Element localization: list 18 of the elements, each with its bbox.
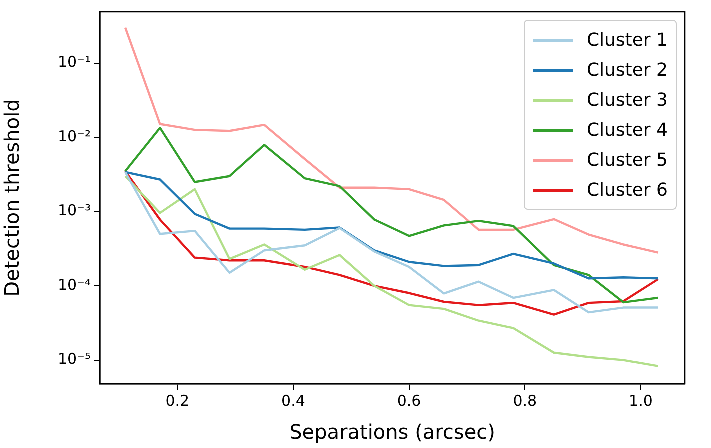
x-tick-label: 0.4 [282,392,306,410]
x-tick-label: 1.0 [629,392,653,410]
y-axis-title: Detection threshold [0,99,24,297]
x-tick-label: 0.6 [397,392,422,410]
x-tick-label: 0.2 [166,392,190,410]
legend-label: Cluster 6 [586,180,668,200]
legend-label: Cluster 5 [586,150,668,170]
legend-label: Cluster 3 [586,90,668,110]
legend-label: Cluster 1 [586,30,668,50]
y-tick-label: 10⁻² [58,127,91,146]
x-axis-title: Separations (arcsec) [290,420,496,444]
legend-label: Cluster 4 [586,120,668,140]
y-tick-label: 10⁻¹ [58,53,91,72]
y-tick-label: 10⁻³ [58,202,91,220]
y-tick-label: 10⁻⁴ [58,276,91,294]
y-tick-label: 10⁻⁵ [58,350,91,368]
legend-label: Cluster 2 [586,60,668,80]
x-tick-label: 0.8 [513,392,538,410]
